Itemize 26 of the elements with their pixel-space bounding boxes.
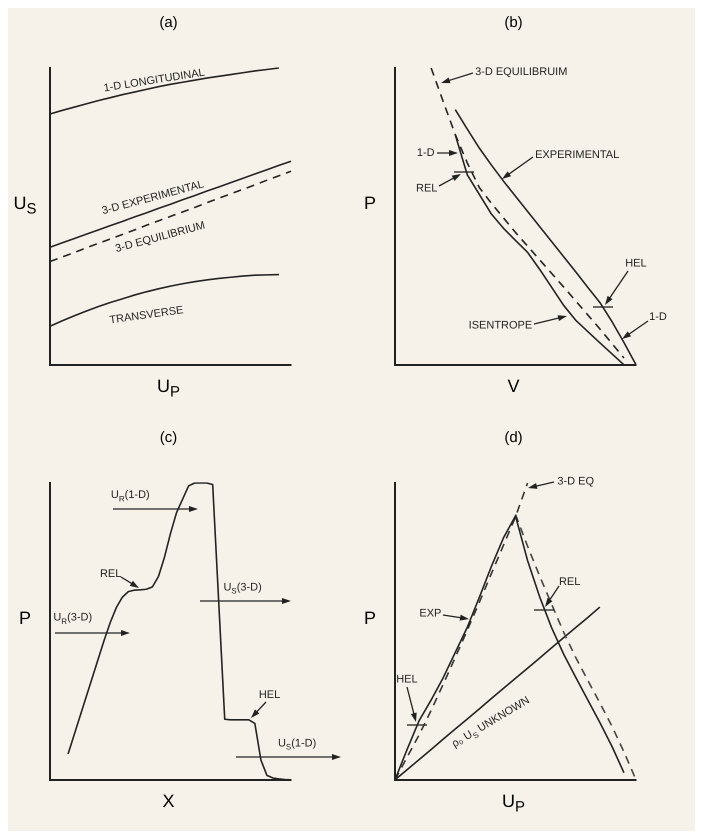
chart-title: (d) (503, 429, 524, 446)
y-axis-title: P (362, 608, 377, 629)
x-axis-title: U$_{P}$ (156, 376, 181, 401)
x-axis-title: V (506, 376, 520, 397)
annotation: HEL (258, 688, 280, 701)
annotation: ISENTROPE (468, 319, 532, 332)
chart-title: (b) (503, 14, 524, 31)
text: 1-D (649, 311, 667, 324)
y-axis-title: U$_{S}$ (12, 193, 38, 218)
annotation: REL (558, 576, 580, 588)
y-axis-title: P (362, 193, 377, 214)
annotation: TRANSVERSE (108, 304, 184, 326)
chart-title: (a) (158, 14, 179, 31)
annotation: EXP (419, 608, 442, 620)
annotation: 1-D (416, 147, 435, 160)
annotation: EXPERIMENTAL (535, 148, 620, 161)
x-axis-title: U$_{P}$ (500, 791, 526, 816)
annotation: 3-D EQ (557, 475, 594, 488)
y-axis-title: P (18, 608, 32, 629)
chart-title: (c) (158, 429, 178, 446)
annotation: HEL (396, 674, 418, 686)
annotation: REL (100, 568, 122, 580)
x-axis-title: X (161, 791, 176, 812)
annotation: REL (416, 182, 438, 195)
annotation: HEL (625, 258, 647, 270)
annotation: 3-D EQUILIBRUIM (475, 66, 568, 78)
